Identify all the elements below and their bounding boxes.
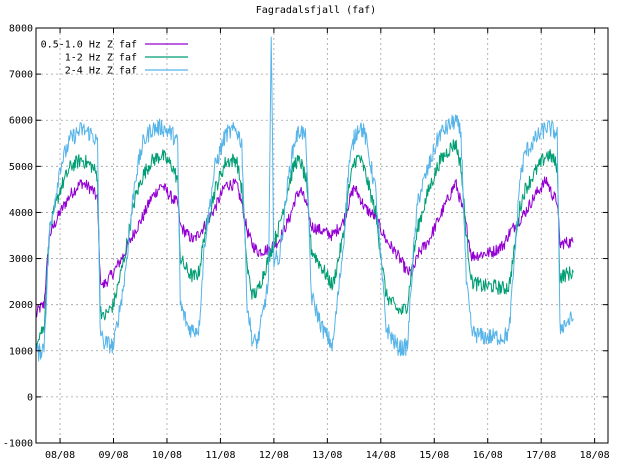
x-tick-label: 15/08 xyxy=(419,450,449,461)
x-tick-label: 11/08 xyxy=(205,450,235,461)
x-tick-label: 16/08 xyxy=(473,450,503,461)
grid-lines xyxy=(36,28,608,443)
legend-label: 0.5-1.0 Hz Z faf xyxy=(41,40,137,51)
x-tick-label: 08/08 xyxy=(45,450,75,461)
y-tick-label: 7000 xyxy=(9,70,33,81)
x-tick-label: 14/08 xyxy=(366,450,396,461)
y-tick-label: -1000 xyxy=(3,439,33,450)
chart-title: Fagradalsfjall (faf) xyxy=(256,5,376,16)
legend-label: 1-2 Hz Z faf xyxy=(65,53,137,64)
y-tick-label: 5000 xyxy=(9,162,33,173)
y-tick-label: 4000 xyxy=(9,208,33,219)
axis-ticks: -1000 0 1000 2000 3000 4000 5000 6000 7000 8000 08… xyxy=(3,24,610,462)
series-line-3 xyxy=(35,36,574,362)
x-tick-label: 10/08 xyxy=(152,450,182,461)
series-lines xyxy=(35,36,574,362)
x-tick-label: 09/08 xyxy=(98,450,128,461)
y-tick-label: 2000 xyxy=(9,300,33,311)
y-tick-label: 1000 xyxy=(9,346,33,357)
x-tick-label: 12/08 xyxy=(259,450,289,461)
legend: 0.5-1.0 Hz Z faf 1-2 Hz Z faf 2-4 Hz Z faf xyxy=(41,40,188,77)
x-tick-label: 18/08 xyxy=(580,450,610,461)
series-line-1 xyxy=(35,176,574,318)
y-tick-label: 0 xyxy=(27,392,33,403)
x-tick-label: 13/08 xyxy=(312,450,342,461)
x-tick-label: 17/08 xyxy=(526,450,556,461)
plot-frame xyxy=(35,27,609,444)
y-tick-label: 6000 xyxy=(9,116,33,127)
series-line-2 xyxy=(35,139,574,348)
y-tick-label: 8000 xyxy=(9,24,33,35)
legend-label: 2-4 Hz Z faf xyxy=(65,66,137,77)
y-tick-label: 3000 xyxy=(9,254,33,265)
